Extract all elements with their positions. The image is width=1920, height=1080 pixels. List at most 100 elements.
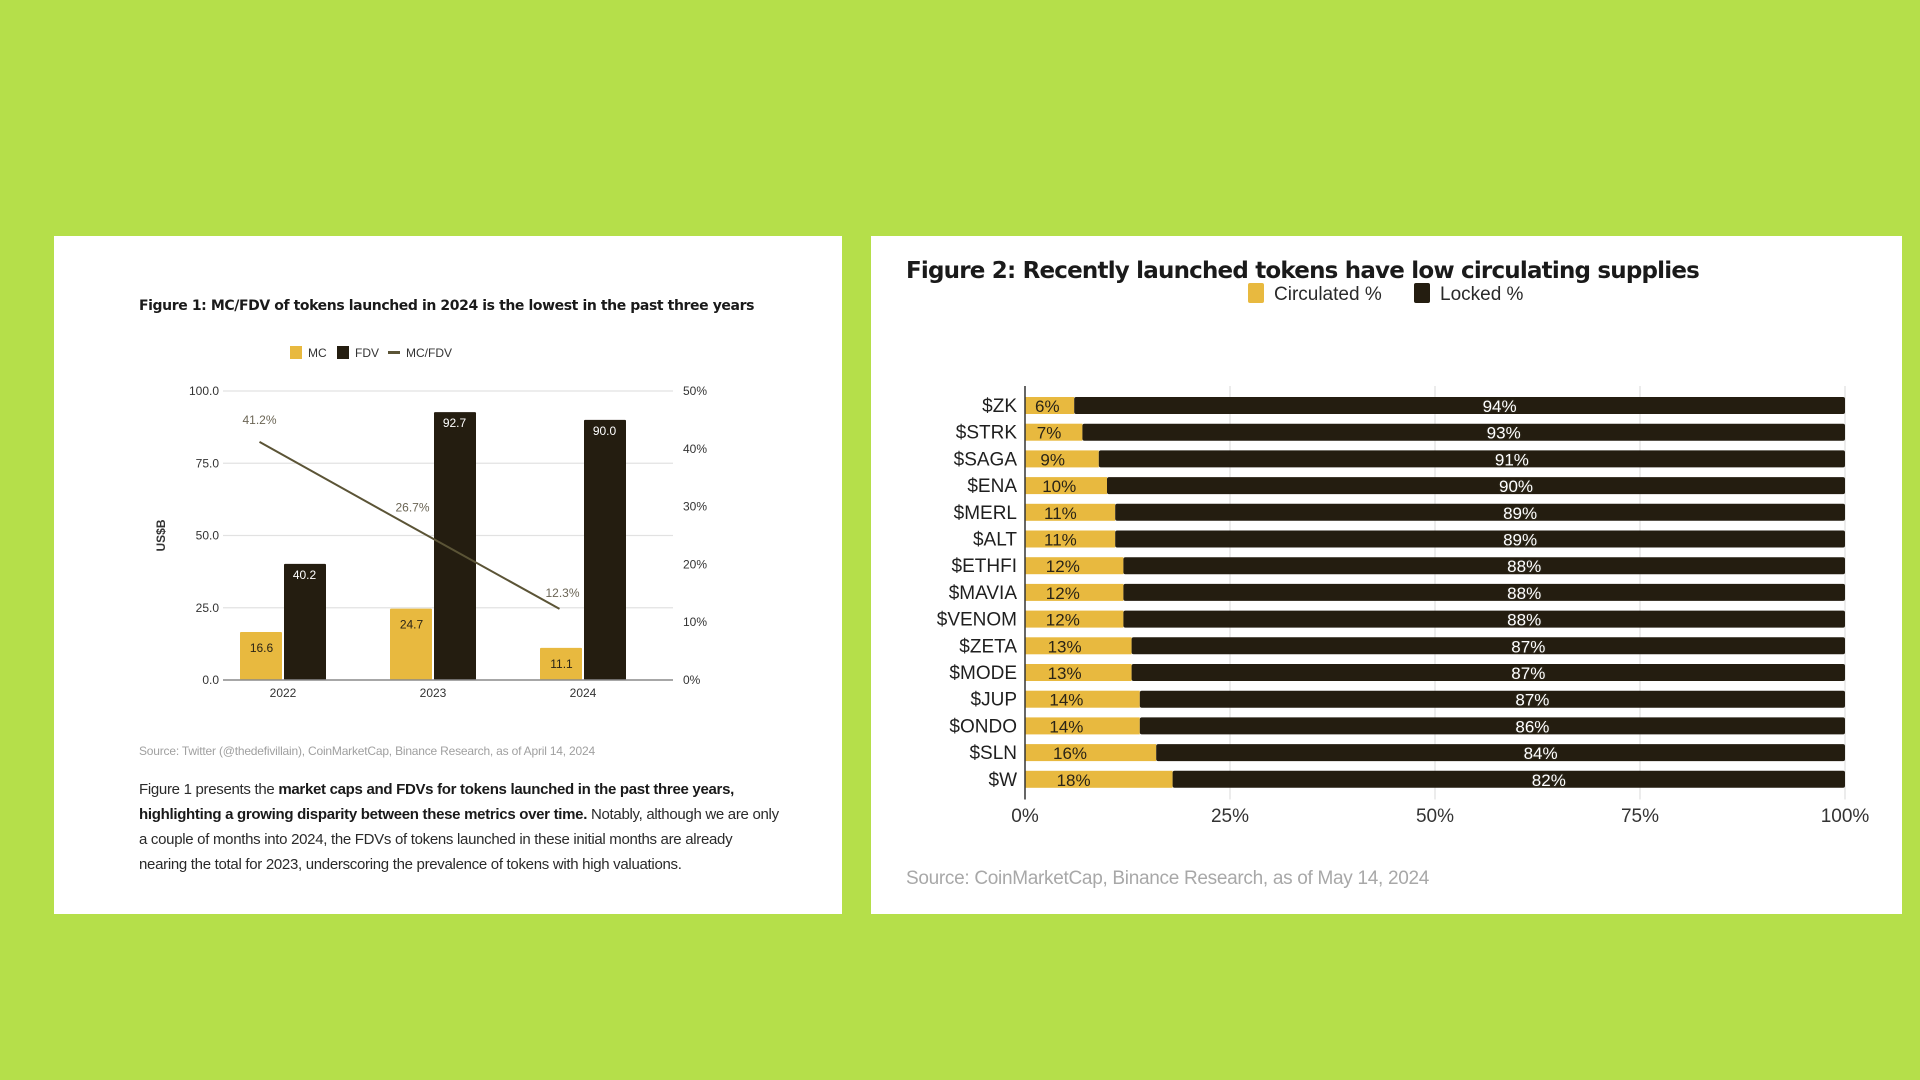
bar-mc: [390, 608, 432, 680]
y2-tick-label: 30%: [683, 500, 707, 514]
legend-mc-swatch: [290, 346, 302, 359]
bar-circulated-label: 18%: [1057, 771, 1091, 790]
legend-circulated-swatch: [1248, 283, 1264, 303]
bar-circulated-label: 14%: [1049, 691, 1083, 710]
line-point-label: 41.2%: [242, 413, 276, 427]
category-label: $ALT: [973, 530, 1017, 551]
y-tick-label: 0.0: [202, 673, 219, 687]
bar-circulated: [1025, 477, 1107, 495]
paragraph-intro: Figure 1 presents the: [139, 781, 279, 798]
bar-circulated: [1025, 717, 1140, 735]
y-tick-label: 50.0: [196, 529, 220, 543]
bar-circulated-label: 7%: [1037, 424, 1062, 443]
bar-locked-label: 88%: [1507, 611, 1541, 630]
bar-mc-label: 11.1: [550, 657, 573, 671]
legend-locked-swatch: [1414, 283, 1430, 303]
bar-locked: [1139, 717, 1845, 735]
bar-locked: [1098, 450, 1845, 468]
category-label: $ENA: [967, 476, 1017, 497]
bar-locked-label: 87%: [1515, 691, 1549, 710]
bar-locked: [1123, 557, 1845, 575]
legend-locked-label: Locked %: [1440, 284, 1524, 305]
bar-locked: [1156, 744, 1845, 762]
bar-locked: [1131, 637, 1845, 655]
bar-circulated-label: 11%: [1044, 531, 1077, 550]
bar-circulated: [1025, 690, 1140, 708]
bar-locked-label: 89%: [1503, 504, 1537, 523]
bar-circulated-label: 12%: [1046, 611, 1080, 630]
bar-locked: [1172, 770, 1845, 788]
y2-tick-label: 10%: [683, 615, 707, 629]
bar-circulated: [1025, 770, 1173, 788]
figure2-source: Source: CoinMarketCap, Binance Research,…: [906, 868, 1430, 889]
figure2-chart: 0% 25% 50% 75% 100% $ZK 6% 94% $STRK 7% 93% $SAGA 9%…: [937, 283, 1870, 827]
paragraph-rest: Notably, although we are only a couple o…: [139, 806, 779, 873]
bar-fdv: [584, 419, 626, 680]
category-label: $ZK: [982, 396, 1017, 417]
category-label: $W: [989, 770, 1018, 791]
bar-locked-label: 93%: [1487, 424, 1521, 443]
bar-locked: [1107, 477, 1845, 495]
x-tick-label: 50%: [1416, 806, 1454, 827]
figure1-paragraph: Figure 1 presents the market caps and FD…: [139, 777, 779, 877]
bar-locked-label: 87%: [1511, 637, 1545, 656]
bar-locked: [1123, 610, 1845, 628]
bar-locked: [1115, 503, 1845, 521]
category-label: $MAVIA: [949, 583, 1018, 604]
line-point-label: 12.3%: [545, 586, 579, 600]
x-tick-label: 2024: [570, 686, 597, 700]
y-axis-label: US$B: [154, 519, 168, 551]
category-label: $STRK: [956, 423, 1018, 444]
bar-locked: [1131, 664, 1845, 681]
bar-circulated: [1025, 637, 1132, 655]
bar-circulated: [1025, 530, 1116, 548]
bar-circulated-label: 14%: [1049, 717, 1083, 736]
category-label: $ZETA: [959, 636, 1017, 657]
bar-locked-label: 82%: [1532, 771, 1566, 790]
line-point-label: 26.7%: [395, 501, 429, 515]
bar-locked: [1082, 423, 1845, 441]
bar-fdv-label: 92.7: [443, 416, 467, 430]
x-tick-label: 100%: [1821, 806, 1870, 827]
bar-circulated-label: 6%: [1035, 397, 1060, 416]
bar-circulated-label: 13%: [1048, 637, 1082, 656]
line-mc-fdv: [259, 440, 560, 610]
bar-locked: [1115, 530, 1845, 548]
category-label: $JUP: [971, 690, 1017, 711]
x-tick-label: 75%: [1621, 806, 1659, 827]
bar-circulated-label: 16%: [1053, 744, 1087, 763]
category-label: $ETHFI: [952, 556, 1017, 577]
bar-circulated: [1025, 503, 1116, 521]
category-label: $SAGA: [954, 449, 1018, 470]
figure1-source: Source: Twitter (@thedefivillain), CoinM…: [139, 744, 595, 758]
bar-circulated-label: 9%: [1040, 450, 1065, 469]
bar-fdv-label: 90.0: [593, 424, 617, 438]
bar-locked-label: 88%: [1507, 557, 1541, 576]
figure1-panel: Figure 1: MC/FDV of tokens launched in 2…: [54, 236, 842, 914]
bar-circulated: [1025, 744, 1157, 762]
bar-circulated: [1025, 397, 1075, 414]
y2-tick-label: 50%: [683, 384, 707, 398]
figure1-title: Figure 1: MC/FDV of tokens launched in 2…: [139, 298, 755, 314]
x-tick-label: 2022: [270, 686, 297, 700]
y-tick-label: 100.0: [189, 384, 219, 398]
bar-circulated: [1025, 423, 1083, 441]
category-label: $MODE: [949, 663, 1017, 684]
y2-tick-label: 40%: [683, 442, 707, 456]
bar-circulated: [1025, 450, 1099, 468]
bar-locked-label: 91%: [1495, 450, 1529, 469]
bar-circulated: [1025, 557, 1124, 575]
x-tick-label: 2023: [420, 686, 447, 700]
bar-locked-label: 88%: [1507, 584, 1541, 603]
x-tick-label: 0%: [1011, 806, 1039, 827]
category-label: $ONDO: [949, 716, 1017, 737]
bar-locked: [1139, 690, 1845, 708]
bar-locked-label: 90%: [1499, 477, 1533, 496]
figure2-panel: Figure 2: Recently launched tokens have …: [871, 236, 1902, 914]
bar-circulated-label: 12%: [1046, 557, 1080, 576]
category-label: $SLN: [969, 743, 1017, 764]
bar-locked: [1123, 583, 1845, 601]
bar-locked-label: 94%: [1483, 397, 1517, 416]
figure1-chart: 0.0 25.0 50.0 75.0 100.0 0% 10% 20% 30% 40% 50% US$…: [154, 346, 707, 700]
bar-locked-label: 84%: [1524, 744, 1558, 763]
